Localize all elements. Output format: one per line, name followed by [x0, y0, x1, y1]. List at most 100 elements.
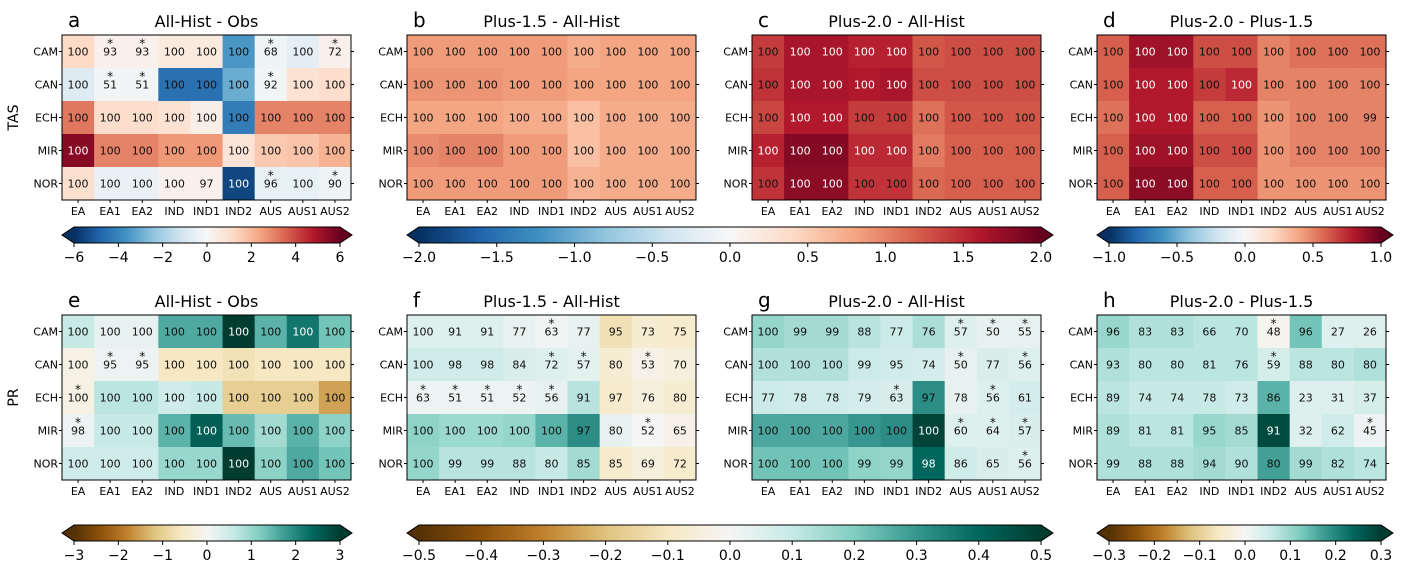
cell-a-MIR-EA2: [126, 134, 159, 168]
label-a-NOR-EA1: 100: [100, 178, 121, 191]
label-g-ECH-EA2: 78: [825, 392, 839, 405]
label-b-ECH-IND2: 100: [573, 112, 594, 125]
cell-f-CAM-AUS: [599, 315, 633, 349]
cell-f-NOR-AUS2: [663, 447, 697, 481]
cell-b-MIR-IND1: [535, 134, 568, 168]
x-tick-label-d-AUS: AUS: [1294, 205, 1317, 218]
label-c-MIR-IND1: 100: [886, 145, 907, 158]
cell-g-NOR-IND2: [912, 447, 946, 481]
label-e-CAN-EA2: 95: [135, 359, 149, 372]
cell-f-CAM-IND1: [535, 315, 568, 349]
cell-f-CAM-AUS2: [663, 315, 697, 349]
label-c-CAM-AUS: 100: [950, 46, 971, 59]
label-a-MIR-IND: 100: [164, 145, 185, 158]
panel-letter-b: b: [413, 8, 426, 32]
cell-a-MIR-AUS2: [318, 134, 352, 168]
cell-b-CAM-IND1: [535, 35, 568, 69]
colorbar-tick-label-fg: −0.4: [464, 548, 498, 564]
label-a-ECH-AUS2: 100: [324, 112, 345, 125]
cell-b-ECH-AUS: [599, 101, 633, 135]
label-e-MIR-AUS2: 100: [324, 425, 345, 438]
label-a-CAM-IND: 100: [164, 46, 185, 59]
colorbar-extend-high-bc: [1041, 227, 1053, 243]
colorbar-extend-low-fg: [407, 525, 419, 541]
cell-h-NOR-AUS1: [1321, 447, 1355, 481]
cell-h-CAM-IND1: [1225, 315, 1258, 349]
label-f-CAN-AUS1: 53: [641, 359, 655, 372]
label-e-ECH-IND: 100: [164, 392, 185, 405]
cell-b-CAM-EA1: [439, 35, 472, 69]
label-g-MIR-EA2: 100: [822, 425, 843, 438]
label-d-CAN-AUS: 100: [1295, 79, 1316, 92]
cell-g-CAM-AUS: [944, 315, 978, 349]
cell-a-ECH-AUS: [254, 101, 288, 135]
label-h-CAM-EA: 96: [1106, 326, 1120, 339]
colorbar-extend-high-d: [1381, 227, 1393, 243]
label-g-ECH-EA: 77: [761, 392, 775, 405]
label-f-NOR-IND1: 80: [545, 458, 559, 471]
cell-b-MIR-AUS1: [631, 134, 665, 168]
label-g-MIR-IND: 100: [854, 425, 875, 438]
panel-title-g: Plus-2.0 - All-Hist: [828, 292, 964, 311]
label-a-CAM-EA2: 93: [135, 46, 149, 59]
label-h-CAM-IND1: 70: [1235, 326, 1249, 339]
label-g-MIR-IND2: 100: [918, 425, 939, 438]
label-e-ECH-EA2: 100: [132, 392, 153, 405]
label-d-NOR-IND: 100: [1199, 178, 1220, 191]
label-d-ECH-IND: 100: [1199, 112, 1220, 125]
label-h-MIR-IND: 95: [1202, 425, 1216, 438]
label-c-CAM-IND2: 100: [918, 46, 939, 59]
cell-g-MIR-EA1: [784, 414, 817, 448]
cell-d-CAN-AUS: [1289, 68, 1323, 102]
cell-f-CAM-IND2: [567, 315, 601, 349]
label-b-CAN-IND1: 100: [541, 79, 562, 92]
cell-c-CAM-IND2: [912, 35, 946, 69]
x-tick-label-c-AUS1: AUS1: [978, 205, 1008, 218]
colorbar-tick-label-bc: −2.0: [402, 250, 436, 266]
cell-f-CAN-AUS: [599, 348, 633, 382]
x-tick-label-e-EA2: EA2: [132, 485, 153, 498]
label-c-CAN-AUS2: 100: [1014, 79, 1035, 92]
label-h-CAM-AUS1: 27: [1331, 326, 1345, 339]
label-b-NOR-IND2: 100: [573, 178, 594, 191]
label-c-ECH-AUS2: 100: [1014, 112, 1035, 125]
label-b-CAM-AUS: 100: [605, 46, 626, 59]
cell-f-CAM-EA1: [439, 315, 472, 349]
label-d-CAN-EA1: 100: [1135, 79, 1156, 92]
cell-c-CAN-IND2: [912, 68, 946, 102]
label-c-CAN-IND1: 100: [886, 79, 907, 92]
star-f-CAN-IND1: *: [549, 350, 555, 364]
label-h-NOR-EA2: 88: [1170, 458, 1184, 471]
colorbar-tick-label-bc: 0.0: [719, 250, 741, 266]
cell-f-MIR-IND: [503, 414, 536, 448]
cell-d-CAM-AUS1: [1321, 35, 1355, 69]
label-d-CAN-AUS2: 100: [1359, 79, 1380, 92]
y-tick-label-g-CAN: CAN: [725, 359, 748, 372]
label-b-NOR-EA2: 100: [477, 178, 498, 191]
cell-f-NOR-IND: [503, 447, 536, 481]
colorbar-extend-low-d: [1097, 227, 1109, 243]
label-b-ECH-EA2: 100: [477, 112, 498, 125]
label-f-CAN-IND1: 72: [545, 359, 559, 372]
label-g-CAM-EA2: 99: [825, 326, 839, 339]
label-a-MIR-AUS1: 100: [292, 145, 313, 158]
cell-e-ECH-EA: [62, 381, 95, 415]
label-h-ECH-IND1: 73: [1235, 392, 1249, 405]
cell-d-CAN-IND1: [1225, 68, 1258, 102]
label-c-ECH-AUS1: 100: [982, 112, 1003, 125]
label-g-CAM-EA1: 99: [793, 326, 807, 339]
cell-a-MIR-AUS1: [286, 134, 320, 168]
cell-d-NOR-EA1: [1129, 167, 1162, 201]
cell-c-CAN-AUS: [944, 68, 978, 102]
cell-e-NOR-IND: [158, 447, 191, 481]
label-e-NOR-IND: 100: [164, 458, 185, 471]
cell-a-MIR-IND: [158, 134, 191, 168]
label-g-NOR-AUS1: 65: [986, 458, 1000, 471]
y-tick-label-h-CAN: CAN: [1070, 359, 1093, 372]
label-g-CAM-AUS1: 50: [986, 326, 1000, 339]
cell-c-ECH-IND2: [912, 101, 946, 135]
colorbar-h: −0.3 −0.2 −0.1 0.0 0.1 0.2 0.3: [1092, 524, 1394, 564]
label-e-CAM-AUS1: 100: [292, 326, 313, 339]
label-c-MIR-AUS: 100: [950, 145, 971, 158]
cell-d-CAN-IND: [1193, 68, 1226, 102]
